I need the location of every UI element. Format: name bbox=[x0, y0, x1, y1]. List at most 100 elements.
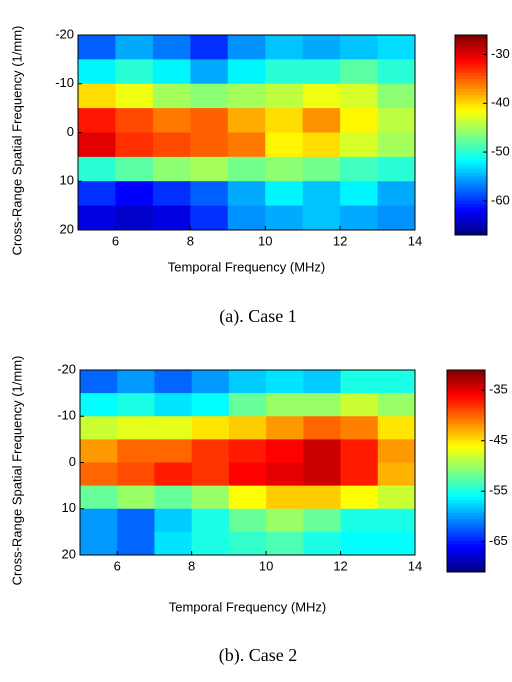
heatmap-cell bbox=[80, 439, 118, 463]
colorbar-step bbox=[455, 228, 487, 233]
colorbar-step bbox=[447, 448, 485, 453]
colorbar-step bbox=[447, 442, 485, 447]
heatmap-cell bbox=[117, 508, 155, 533]
colorbar-step bbox=[455, 160, 487, 164]
colorbar-step bbox=[455, 175, 487, 180]
colorbar-step bbox=[447, 530, 485, 535]
colorbar-step bbox=[455, 125, 487, 130]
heatmap-cell bbox=[377, 83, 416, 109]
heatmap-cell bbox=[117, 370, 155, 394]
colorbar-step bbox=[455, 191, 487, 195]
colorbar-step bbox=[447, 553, 485, 557]
heatmap-cell bbox=[154, 485, 193, 510]
colorbar-step bbox=[447, 373, 485, 377]
heatmap-cell bbox=[78, 132, 116, 158]
colorbar-step bbox=[447, 401, 485, 406]
heatmap-cell bbox=[78, 59, 116, 85]
heatmap-cell bbox=[302, 35, 341, 60]
colorbar-step bbox=[447, 404, 485, 409]
colorbar-step bbox=[447, 546, 485, 551]
heatmap-cell bbox=[302, 132, 341, 158]
y-tick-label: -20 bbox=[57, 361, 76, 376]
heatmap-cell bbox=[340, 205, 379, 231]
colorbar-step bbox=[447, 398, 485, 403]
heatmap-cell bbox=[190, 108, 229, 133]
colorbar-step bbox=[447, 518, 485, 522]
heatmap-cell bbox=[227, 156, 266, 182]
heatmap-cell bbox=[265, 108, 304, 133]
colorbar-step bbox=[447, 388, 485, 393]
heatmap-cell bbox=[191, 531, 230, 556]
heatmap-cell bbox=[302, 59, 341, 85]
heatmap-cell bbox=[152, 59, 191, 85]
y-axis-label: Cross-Range Spatial Frequency (1/mm) bbox=[9, 356, 24, 586]
colorbar-step bbox=[455, 72, 487, 77]
heatmap-cell bbox=[377, 181, 416, 207]
colorbar-step bbox=[455, 185, 487, 189]
y-axis-label: Cross-Range Spatial Frequency (1/mm) bbox=[9, 26, 24, 256]
caption: (b). Case 2 bbox=[219, 645, 297, 666]
heatmap-cell bbox=[265, 205, 304, 231]
colorbar-step bbox=[447, 455, 485, 459]
heatmap-cell bbox=[227, 108, 266, 133]
colorbar-step bbox=[455, 85, 487, 89]
heatmap-cell bbox=[377, 59, 416, 85]
heatmap-cell bbox=[78, 108, 116, 133]
colorbar-step bbox=[455, 144, 487, 148]
heatmap-cell bbox=[115, 205, 154, 231]
colorbar-tick-label: -60 bbox=[491, 192, 510, 207]
colorbar-step bbox=[455, 44, 487, 48]
heatmap-cell bbox=[117, 393, 155, 417]
colorbar-step bbox=[447, 489, 485, 494]
heatmap-cell bbox=[340, 83, 379, 109]
colorbar-step bbox=[447, 379, 485, 384]
heatmap-cell bbox=[265, 59, 304, 85]
colorbar-step bbox=[447, 467, 485, 472]
heatmap-cell bbox=[190, 205, 229, 231]
heatmap-cell bbox=[266, 416, 304, 440]
heatmap-cell bbox=[340, 462, 379, 487]
colorbar-step bbox=[455, 181, 487, 186]
heatmap-cell bbox=[78, 156, 116, 182]
heatmap-cell bbox=[190, 83, 229, 109]
colorbar-step bbox=[455, 110, 487, 114]
x-tick-label: 12 bbox=[333, 233, 347, 248]
heatmap-cell bbox=[154, 416, 193, 440]
colorbar-step bbox=[455, 216, 487, 220]
colorbar-step bbox=[455, 131, 487, 136]
colorbar-step bbox=[447, 436, 485, 440]
heatmap-cell bbox=[154, 393, 193, 417]
heatmap-cell bbox=[228, 370, 267, 394]
colorbar-step bbox=[455, 94, 487, 98]
colorbar-step bbox=[455, 50, 487, 55]
colorbar-step bbox=[455, 116, 487, 120]
heatmap-cell bbox=[191, 462, 230, 487]
heatmap-cell bbox=[117, 416, 155, 440]
heatmap-cell bbox=[377, 108, 416, 133]
colorbar-step bbox=[455, 169, 487, 173]
colorbar-step bbox=[455, 231, 487, 236]
colorbar-step bbox=[455, 41, 487, 45]
heatmap-cell bbox=[191, 508, 230, 533]
colorbar-tick-label: -45 bbox=[489, 432, 508, 447]
heatmap-cell bbox=[152, 108, 191, 133]
heatmap-cell bbox=[115, 59, 154, 85]
heatmap-cell bbox=[265, 132, 304, 158]
heatmap-cell bbox=[340, 59, 379, 85]
caption: (a). Case 1 bbox=[219, 306, 296, 327]
heatmap-cell bbox=[190, 132, 229, 158]
colorbar-step bbox=[447, 385, 485, 390]
colorbar-step bbox=[455, 197, 487, 202]
heatmap-cell bbox=[191, 416, 230, 440]
colorbar-step bbox=[447, 370, 485, 374]
heatmap-cell bbox=[340, 531, 379, 556]
y-tick-label: 0 bbox=[69, 454, 76, 469]
colorbar-step bbox=[447, 395, 485, 399]
colorbar-step bbox=[447, 486, 485, 491]
colorbar-step bbox=[447, 496, 485, 500]
colorbar-step bbox=[455, 135, 487, 139]
colorbar-step bbox=[455, 106, 487, 111]
heatmap-cell bbox=[377, 508, 416, 533]
colorbar-step bbox=[455, 188, 487, 192]
heatmap-cell bbox=[80, 393, 118, 417]
